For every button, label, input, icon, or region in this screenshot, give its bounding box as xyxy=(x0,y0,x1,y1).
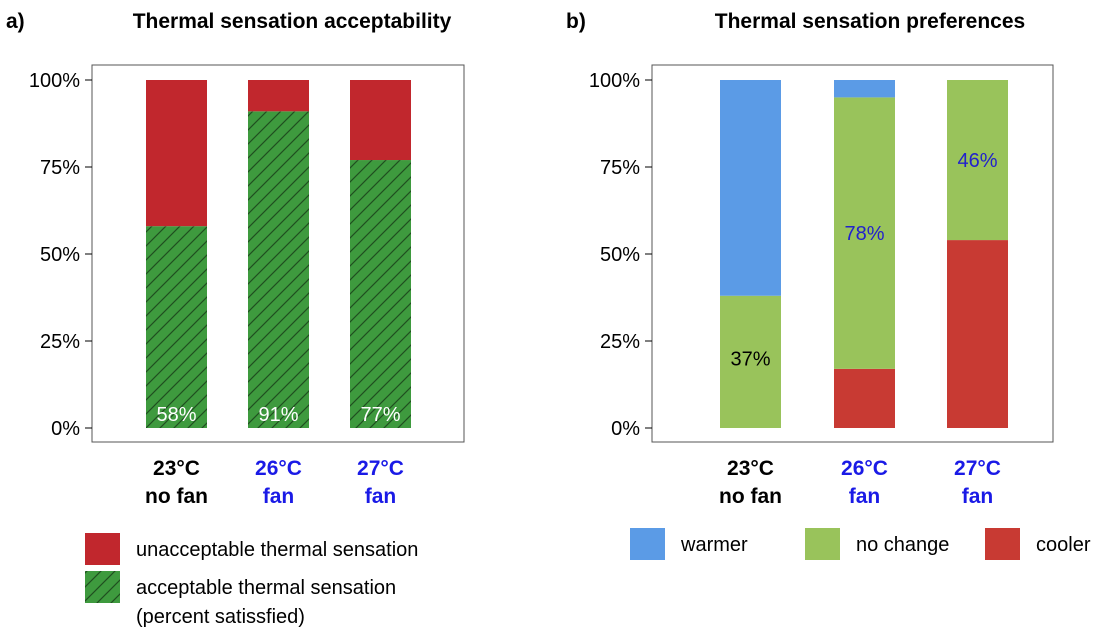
legend-item: cooler xyxy=(985,528,1091,560)
bar-cooler-2 xyxy=(834,368,895,428)
chart-panel-a: a) Thermal sensation acceptability 0% 25% 50… xyxy=(6,10,465,628)
data-label: 77% xyxy=(360,404,400,426)
legend-swatch xyxy=(85,571,120,603)
bar-acceptable-thermal-sensation-2 xyxy=(248,111,309,428)
legend-label: no change xyxy=(856,534,949,556)
bar-acceptable-thermal-sensation-1 xyxy=(146,226,207,428)
legend-label: unacceptable thermal sensation xyxy=(136,539,418,561)
x-tick-label: fan xyxy=(849,485,881,508)
data-label: 37% xyxy=(730,348,770,370)
x-tick-label: fan xyxy=(962,485,994,508)
y-tick-label: 0% xyxy=(51,418,80,440)
chart-title: Thermal sensation acceptability xyxy=(133,10,452,33)
data-label: 78% xyxy=(844,223,884,245)
bar-no-change-1 xyxy=(720,295,781,428)
bar-acceptable-thermal-sensation-3 xyxy=(350,160,411,429)
bar-no-change-2 xyxy=(834,97,895,369)
legend-label: cooler xyxy=(1036,534,1091,556)
bar-unacceptable-thermal-sensation-3 xyxy=(350,80,411,161)
bar-warmer-1 xyxy=(720,80,781,296)
x-tick-label: 23°C xyxy=(727,457,774,480)
legend-label-line2: (percent satissfied) xyxy=(136,606,305,628)
legend-item: acceptable thermal sensation (percent sat… xyxy=(85,571,396,628)
legend-label: acceptable thermal sensation xyxy=(136,577,396,599)
x-tick-label: 27°C xyxy=(954,457,1001,480)
data-label: 91% xyxy=(258,404,298,426)
x-tick-label: fan xyxy=(365,485,397,508)
bar-unacceptable-thermal-sensation-1 xyxy=(146,80,207,227)
y-tick-label: 0% xyxy=(611,418,640,440)
y-tick-label: 25% xyxy=(600,331,640,353)
x-tick-label: no fan xyxy=(719,485,782,508)
x-tick-label: 23°C xyxy=(153,457,200,480)
x-tick-label: no fan xyxy=(145,485,208,508)
bar-no-change-3 xyxy=(947,80,1008,241)
y-tick-label: 50% xyxy=(600,244,640,266)
x-tick-label: fan xyxy=(263,485,295,508)
legend: warmer no change cooler xyxy=(630,528,1091,560)
x-tick-label: 26°C xyxy=(841,457,888,480)
x-tick-label: 26°C xyxy=(255,457,302,480)
bar-warmer-2 xyxy=(834,80,895,98)
legend: unacceptable thermal sensation acceptable… xyxy=(85,533,418,628)
data-label: 46% xyxy=(957,150,997,172)
x-tick-label: 27°C xyxy=(357,457,404,480)
bar-cooler-3 xyxy=(947,240,1008,428)
y-tick-label: 50% xyxy=(40,244,80,266)
y-tick-label: 75% xyxy=(600,157,640,179)
chart-panel-b: b) Thermal sensation preferences 0% 25% 50% 7… xyxy=(566,10,1091,560)
legend-item: unacceptable thermal sensation xyxy=(85,533,418,565)
chart-title: Thermal sensation preferences xyxy=(715,10,1025,33)
y-tick-label: 25% xyxy=(40,331,80,353)
bar-unacceptable-thermal-sensation-2 xyxy=(248,80,309,112)
legend-item: warmer xyxy=(630,528,748,560)
legend-swatch xyxy=(805,528,840,560)
y-tick-label: 75% xyxy=(40,157,80,179)
data-label: 58% xyxy=(156,404,196,426)
panel-label: a) xyxy=(6,10,25,33)
legend-label: warmer xyxy=(680,534,748,556)
y-tick-label: 100% xyxy=(589,70,640,92)
panel-label: b) xyxy=(566,10,586,33)
legend-swatch xyxy=(630,528,665,560)
legend-swatch xyxy=(985,528,1020,560)
legend-swatch xyxy=(85,533,120,565)
legend-item: no change xyxy=(805,528,949,560)
y-tick-label: 100% xyxy=(29,70,80,92)
